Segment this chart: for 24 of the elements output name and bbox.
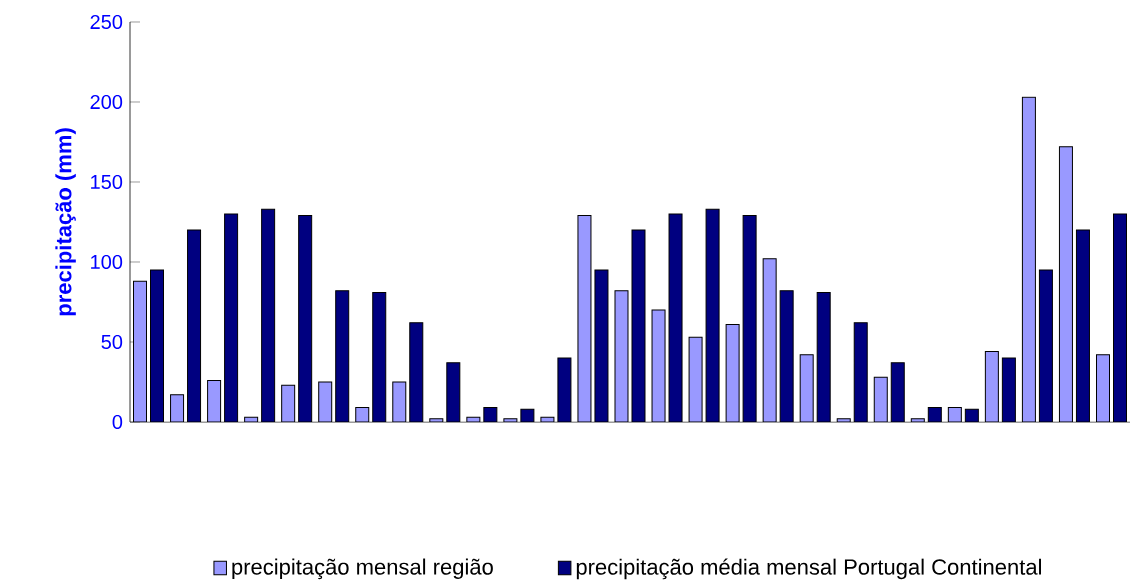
y-tick-label: 250 (90, 14, 123, 30)
y-tick-label: 0 (112, 414, 123, 430)
bar (446, 362, 461, 422)
bar (150, 269, 165, 422)
bar (890, 362, 905, 422)
bar (187, 229, 202, 422)
bar (409, 322, 424, 422)
y-axis-title: precipitação (mm) (55, 128, 76, 316)
bar (853, 322, 868, 422)
bar (261, 208, 276, 422)
bar (1112, 213, 1127, 422)
legend-label: precipitação média mensal Portugal Continental (576, 558, 1041, 580)
y-tick-label: 200 (90, 94, 123, 110)
y-tick-label: 50 (101, 334, 123, 350)
y-tick-label: 100 (91, 254, 123, 270)
y-tick-label: 150 (91, 174, 123, 190)
bar (1075, 229, 1090, 422)
bar (1038, 269, 1053, 422)
bar (335, 290, 350, 422)
bar (224, 213, 239, 422)
bar (298, 215, 313, 422)
legend-label: precipitação mensal região (232, 558, 493, 580)
bar (372, 291, 387, 422)
bar (816, 291, 831, 422)
